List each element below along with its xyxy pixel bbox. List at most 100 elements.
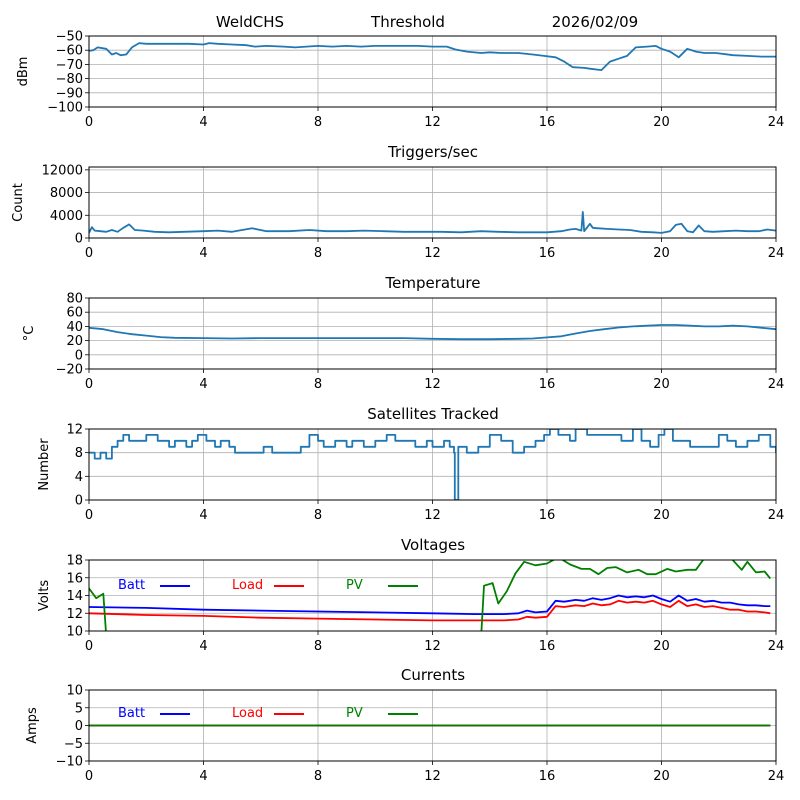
panel-2: 0 4 8 12 16 20 24 12000 8000 4000 0 Count Triggers/s… [11,143,784,261]
y-tick-label: 0 [75,494,83,509]
x-tick-label: 4 [199,769,207,784]
legend-label-pv: PV [346,578,363,593]
y-tick-label: 40 [66,320,83,335]
x-tick-label: 0 [85,769,93,784]
y-tick-label: −20 [56,363,83,378]
y-tick-label: 16 [66,571,83,586]
x-tick-label: 0 [85,639,93,654]
x-tick-label: 12 [424,769,441,784]
y-tick-label: −90 [56,86,83,101]
x-tick-label: 0 [85,115,93,130]
panel-5: 0 4 8 12 16 20 24 18 16 14 12 10 Volts Voltages Batt Lo… [37,536,784,654]
x-tick-label: 24 [768,115,785,130]
y-tick-label: 8 [75,446,83,461]
x-tick-label: 8 [314,115,322,130]
x-tick-label: 20 [653,377,670,392]
x-tick-label: 20 [653,508,670,523]
panel-1: 0 4 8 12 16 20 24 −50−60−70−80−90−100 dBm [16,30,784,131]
x-tick-label: 8 [314,246,322,261]
y-axis-label: Volts [37,580,52,612]
x-tick-label: 4 [199,639,207,654]
x-tick-label: 4 [199,115,207,130]
x-tick-label: 16 [539,639,556,654]
x-tick-label: 4 [199,377,207,392]
panel-title: Triggers/sec [387,143,478,161]
y-tick-label: 12 [66,423,83,438]
x-tick-label: 20 [653,639,670,654]
x-tick-label: 16 [539,246,556,261]
x-tick-label: 0 [85,508,93,523]
series-line-triggers [89,210,776,234]
series-line-load [89,599,771,622]
y-tick-label: −80 [56,72,83,87]
legend-label-batt: Batt [118,706,145,721]
y-tick-label: 12 [66,607,83,622]
panel-title: Voltages [401,536,465,554]
x-tick-label: 8 [314,639,322,654]
x-tick-label: 8 [314,508,322,523]
y-tick-label: 12000 [42,163,83,178]
y-axis-label: Number [37,438,52,491]
y-tick-label: 60 [66,306,83,321]
y-tick-label: 18 [66,554,83,569]
x-tick-label: 24 [768,377,785,392]
y-tick-label: −70 [56,58,83,73]
y-axis-label: Count [11,183,26,222]
x-tick-label: 12 [424,115,441,130]
x-tick-label: 16 [539,769,556,784]
y-tick-label: 80 [66,292,83,307]
y-tick-label: 0 [75,348,83,363]
x-tick-label: 12 [424,639,441,654]
x-tick-label: 0 [85,246,93,261]
x-tick-label: 12 [424,246,441,261]
y-tick-label: 10 [66,625,83,640]
header-mode: Threshold [370,13,445,31]
y-axis-label: dBm [16,57,31,87]
x-tick-label: 8 [314,769,322,784]
series-line-satellites [89,429,776,500]
legend-label-pv: PV [346,706,363,721]
y-tick-label: 10 [66,684,83,699]
y-tick-label: −50 [56,30,83,45]
series-line-batt [89,594,771,615]
y-tick-label: −5 [64,737,83,752]
y-tick-label: 8000 [50,186,83,201]
x-tick-label: 20 [653,115,670,130]
x-tick-label: 4 [199,508,207,523]
y-tick-label: 4000 [50,209,83,224]
header-station: WeldCHS [216,13,284,31]
legend-label-load: Load [232,578,263,593]
panel-6: 0 4 8 12 16 20 24 10 5 0 −5 −10 Amps Currents Batt Load… [25,666,784,784]
y-tick-label: −100 [47,101,83,116]
y-tick-label: −60 [56,44,83,59]
series-line-temperature [89,324,776,341]
y-tick-label: −10 [56,755,83,770]
x-tick-label: 12 [424,377,441,392]
x-tick-label: 20 [653,769,670,784]
x-tick-label: 0 [85,377,93,392]
y-tick-label: 5 [75,701,83,716]
y-tick-label: 4 [75,470,83,485]
x-tick-label: 24 [768,769,785,784]
y-tick-label: 0 [75,232,83,247]
x-tick-label: 20 [653,246,670,261]
y-tick-label: 20 [66,334,83,349]
series-line-threshold [89,42,776,71]
x-tick-label: 4 [199,246,207,261]
x-tick-label: 24 [768,639,785,654]
header-date: 2026/02/09 [552,13,638,31]
panel-4: 0 4 8 12 16 20 24 12 8 4 0 Number Satellites Tracked [37,405,784,523]
x-tick-label: 16 [539,377,556,392]
panel-title: Currents [401,666,465,684]
x-tick-label: 16 [539,115,556,130]
x-tick-label: 24 [768,508,785,523]
y-axis-label: °C [22,326,37,342]
legend-label-batt: Batt [118,578,145,593]
y-tick-label: 0 [75,719,83,734]
x-tick-label: 24 [768,246,785,261]
y-tick-label: 14 [66,589,83,604]
x-tick-label: 16 [539,508,556,523]
y-axis-label: Amps [25,707,40,744]
